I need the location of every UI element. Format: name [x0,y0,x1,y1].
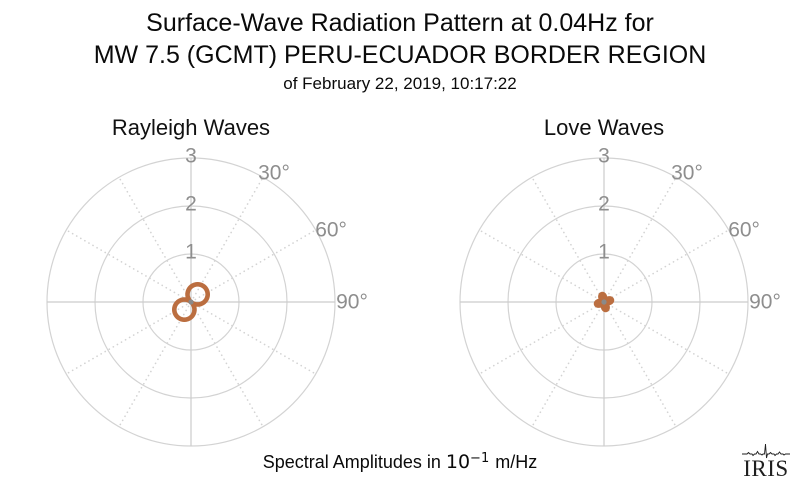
figure-title-line2: MW 7.5 (GCMT) PERU-ECUADOR BORDER REGION [93,41,707,69]
theta-tick-label-90: 90° [749,291,781,314]
epicenter-dot [601,299,607,305]
grid-spoke-dotted-120 [607,303,730,375]
grid-spoke-dotted-120 [194,303,317,375]
grid-spoke-dotted-30 [192,176,264,299]
seismogram-icon [742,443,790,459]
grid-spoke-dotted-240 [478,303,601,375]
caption-power-exponent: −1 [470,451,490,466]
theta-tick-label-60: 60° [728,219,760,242]
rayleigh-polar-plot: 1 2 3 30° 60° 90° [46,145,368,447]
iris-logo-text: IRIS [743,456,789,481]
radial-tick-label-3: 3 [185,145,197,168]
rayleigh-plot-title: Rayleigh Waves [111,115,271,140]
rayleigh-radiation-pattern [172,282,210,322]
radial-tick-label-1: 1 [185,241,197,264]
figure-title-line1: Surface-Wave Radiation Pattern at 0.04Hz… [146,9,654,37]
grid-spoke-dotted-240 [65,303,188,375]
radial-tick-label-1: 1 [598,241,610,264]
grid-spoke-dotted-330 [118,176,190,299]
figure-subtitle: of February 22, 2019, 10:17:22 [283,74,517,93]
radial-tick-label-3: 3 [598,145,610,168]
grid-spoke-dotted-300 [478,229,601,301]
theta-tick-label-90: 90° [336,291,368,314]
grid-spoke-dotted-330 [531,176,603,299]
grid-spoke-dotted-210 [531,305,603,428]
epicenter-dot [188,299,194,305]
theta-tick-label-30: 30° [258,161,290,184]
figure-header: Surface-Wave Radiation Pattern at 0.04Hz… [0,7,800,95]
caption-power-base: 10 [445,451,471,473]
iris-logo: IRIS [740,443,792,489]
caption-suffix: m/Hz [490,452,538,472]
love-plot-title: Love Waves [543,115,665,140]
grid-spoke-dotted-60 [607,229,730,301]
grid-spoke-dotted-60 [194,229,317,301]
theta-tick-label-60: 60° [315,219,347,242]
caption-prefix: Spectral Amplitudes in [262,452,446,472]
radial-tick-label-2: 2 [185,193,197,216]
grid-spoke-dotted-210 [118,305,190,428]
love-polar-plot: 1 2 3 30° 60° 90° [459,145,781,447]
grid-spoke-dotted-150 [192,305,264,428]
grid-spoke-dotted-30 [605,176,677,299]
grid-spoke-dotted-300 [65,229,188,301]
radial-tick-label-2: 2 [598,193,610,216]
grid-spoke-dotted-150 [605,305,677,428]
figure-caption: Spectral Amplitudes in 10−1 m/Hz [0,451,800,473]
theta-tick-label-30: 30° [671,161,703,184]
